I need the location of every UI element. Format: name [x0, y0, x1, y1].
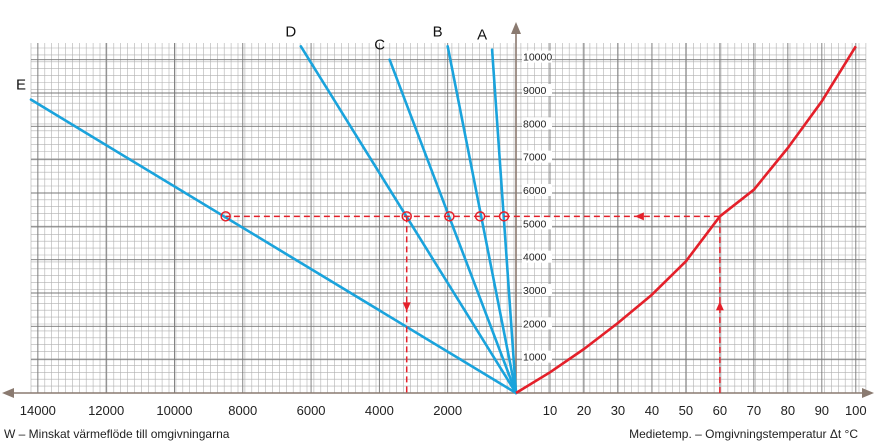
series-label-b: B [433, 23, 443, 40]
intersection-marker [474, 211, 486, 222]
intersection-marker [401, 211, 412, 222]
curve-line [515, 45, 857, 395]
x-tick-label-right: 40 [645, 403, 659, 418]
intersection-marker [444, 211, 455, 222]
intersection-marker [220, 211, 231, 222]
reading-guides [220, 211, 724, 393]
y-tick-label: 4000 [523, 252, 547, 264]
x-tick-label-left: 2000 [433, 403, 462, 418]
x-axis-arrow-right [862, 388, 874, 398]
y-tick-backdrop [522, 117, 552, 130]
x-tick-label-right: 10 [543, 403, 557, 418]
x-tick-label-right: 30 [611, 403, 625, 418]
tick-labels: 14000 12000 10000 8000 6000 4000 2000 10 20 30 40 5… [20, 50, 867, 418]
x-tick-label-left: 4000 [365, 403, 394, 418]
x-tick-label-left: 12000 [88, 403, 124, 418]
x-tick-label-right: 80 [781, 403, 795, 418]
x-tick-label-left: 6000 [297, 403, 326, 418]
x-tick-label-right: 100 [845, 403, 867, 418]
x-tick-label-left: 10000 [156, 403, 192, 418]
y-tick-label: 8000 [523, 118, 547, 130]
x-tick-label-right: 20 [577, 403, 591, 418]
y-tick-label: 6000 [523, 185, 547, 197]
y-tick-backdrop [522, 284, 552, 296]
axes [2, 22, 874, 398]
temperature-curve [515, 45, 857, 395]
y-tick-backdrop [522, 84, 552, 96]
arrow-down-marker [402, 302, 411, 312]
x-tick-label-left: 14000 [20, 403, 56, 418]
y-tick-backdrop [522, 350, 552, 363]
x-tick-label-right: 70 [747, 403, 761, 418]
y-tick-backdrop [522, 250, 552, 263]
y-tick-backdrop [522, 150, 552, 163]
y-tick-backdrop [522, 184, 552, 196]
x-tick-label-right: 90 [815, 403, 829, 418]
y-tick-label: 5000 [523, 218, 547, 230]
series-line-d [299, 45, 518, 395]
x-axis-arrow-left [2, 388, 14, 398]
series-label-c: C [374, 37, 385, 54]
x-axis-label-left: W – Minskat värmeflöde till omgivningarn… [4, 427, 230, 441]
series-label-d: D [285, 23, 296, 40]
y-tick-label: 9000 [523, 85, 547, 97]
y-tick-label: 10000 [523, 52, 552, 64]
series-line-b [446, 45, 518, 395]
x-tick-label-left: 8000 [228, 403, 257, 418]
series-label-a: A [477, 27, 487, 44]
series-label-e: E [16, 77, 26, 94]
y-tick-label: 1000 [523, 352, 547, 364]
y-axis-arrow-up [511, 22, 521, 34]
arrow-up-marker [715, 301, 724, 311]
y-tick-backdrop [522, 317, 552, 330]
y-tick-backdrop [522, 217, 552, 230]
x-tick-label-right: 50 [679, 403, 693, 418]
arrow-left-marker [634, 212, 644, 221]
series-line-c [388, 58, 518, 395]
x-tick-label-right: 60 [713, 403, 727, 418]
y-tick-label: 3000 [523, 285, 547, 297]
series-line-e [29, 98, 518, 395]
x-axis-label-right: Medietemp. – Omgivningstemperatur Δt °C [629, 427, 858, 441]
y-tick-label: 7000 [523, 152, 547, 164]
y-tick-backdrop [522, 50, 552, 63]
intersection-marker [498, 211, 510, 222]
y-tick-label: 2000 [523, 318, 547, 330]
